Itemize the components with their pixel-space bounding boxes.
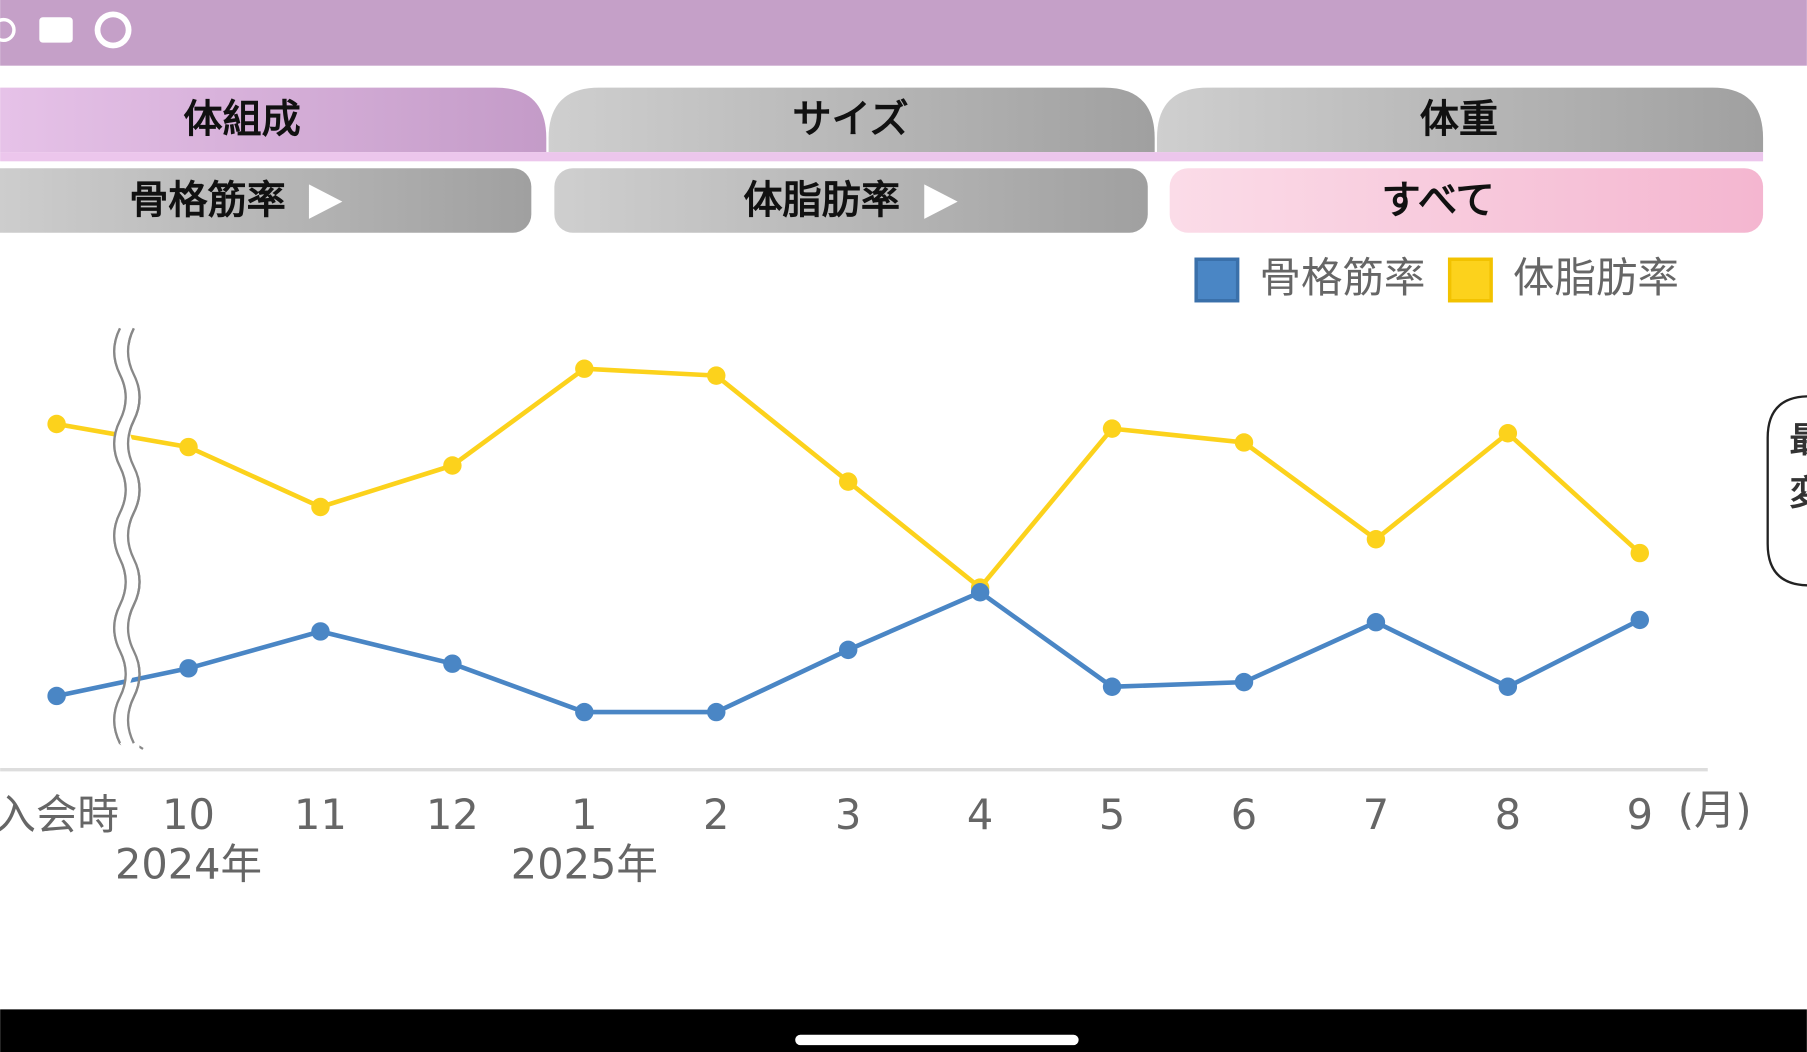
x-unit-label: (月) [1678,785,1752,834]
nav-bar [0,1009,1807,1052]
subtab[interactable] [554,168,1148,233]
tab[interactable] [1156,87,1764,153]
subtab-label: すべて [1382,178,1495,223]
plot [47,359,1650,722]
x-tick-label: 1 [571,790,597,839]
x-tick-label: 入会時 [0,790,119,839]
data-point [179,437,198,457]
data-point [1498,424,1518,443]
subtab-label: 体脂肪率 [743,178,900,223]
data-point [1630,610,1650,630]
tab-underline [0,152,1764,162]
data-point [1102,677,1122,696]
x-tick-label: 9 [1627,790,1653,839]
legend-label: 骨格筋率 [1260,253,1426,302]
year-label: 2024年 [115,840,262,889]
data-point [47,414,66,434]
data-point [575,359,594,378]
data-point [707,702,726,722]
x-tick-label: 6 [1231,790,1257,839]
x-tick-label: 2 [703,790,729,839]
data-point [311,622,330,641]
top-bar [0,0,1807,66]
subtab[interactable] [0,168,532,233]
x-tick-label: 11 [294,790,347,839]
subtab-label: 骨格筋率 [129,178,286,223]
tab-label: 体重 [1420,98,1498,143]
subtab[interactable] [1169,168,1764,233]
x-tick-label: 8 [1495,790,1521,839]
legend-swatch [1447,257,1493,303]
tab[interactable] [0,87,547,153]
status-icon [100,17,126,43]
x-tick-label: 4 [967,790,993,839]
data-point [1234,433,1254,452]
year-label: 2025年 [511,840,658,889]
data-point [575,702,594,722]
data-point [1630,543,1650,563]
tab-label: 体組成 [183,98,300,143]
side-button-label: 最 [1790,421,1807,461]
x-tick-label: 12 [426,790,479,839]
home-indicator[interactable] [795,1034,1079,1046]
data-point [443,654,462,673]
arrow-icon [924,184,958,219]
data-point [47,686,66,706]
data-point [838,472,858,491]
data-point [179,659,198,678]
data-point [1366,530,1386,549]
side-button-label: 変 [1790,474,1807,514]
data-point [1234,672,1254,692]
data-point [1102,419,1122,438]
x-tick-label: 10 [162,790,215,839]
status-icon [0,17,16,43]
data-point [970,583,990,602]
data-point [1498,677,1518,696]
data-point [707,366,726,385]
axis-break-fill [114,328,140,767]
legend-swatch [1194,257,1240,303]
data-point [838,640,858,660]
axis-break [113,327,141,744]
x-tick-label: 3 [835,790,861,839]
tab[interactable] [548,87,1155,153]
arrow-icon [308,184,343,219]
data-point [1366,612,1386,632]
data-point [443,456,462,475]
x-tick-label: 7 [1363,790,1389,839]
tab-label: サイズ [792,98,908,143]
legend-label: 体脂肪率 [1513,253,1679,302]
status-icon [39,17,73,43]
data-point [311,497,330,517]
x-tick-label: 5 [1099,790,1125,839]
side-button[interactable] [1766,395,1807,587]
